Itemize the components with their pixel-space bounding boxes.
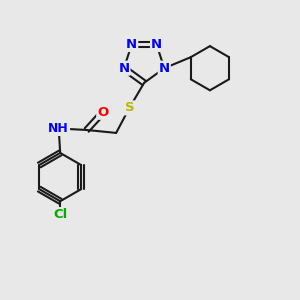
Text: N: N <box>118 62 130 75</box>
Text: NH: NH <box>48 122 69 135</box>
Text: N: N <box>159 62 170 75</box>
Text: S: S <box>124 101 134 114</box>
Text: O: O <box>97 106 109 119</box>
Text: N: N <box>126 38 137 51</box>
Text: N: N <box>151 38 162 51</box>
Text: Cl: Cl <box>53 208 67 221</box>
